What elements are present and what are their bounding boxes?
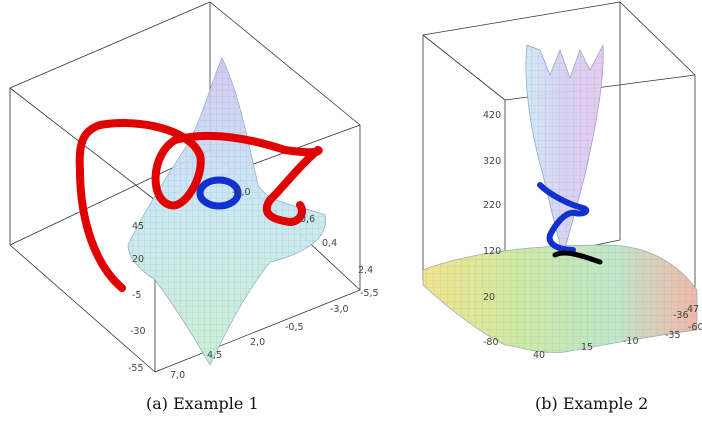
- bounding-box: [9, 1, 361, 373]
- tick-b-z-3: 120: [483, 246, 501, 257]
- axis-ticks-a: 4520-5-30-55-3,00,60,47,04,52,0-0,5-3,0-…: [128, 187, 379, 380]
- tick-b-z-2: 220: [483, 200, 501, 211]
- tick-a-z-3: -30: [130, 326, 146, 337]
- tick-a-y-1: 0,6: [300, 214, 315, 225]
- tick-b-x-3: -35: [665, 330, 681, 341]
- surface-mesh: [127, 57, 326, 366]
- tick-b-z-4: 20: [483, 292, 495, 303]
- blue-spiral-curve: [537, 182, 590, 253]
- tick-a-x-0: 7,0: [170, 370, 185, 380]
- tick-b-r-1: 47: [687, 304, 699, 315]
- tick-a-x-4: -3,0: [330, 304, 349, 315]
- tick-b-x-2: -10: [623, 336, 639, 347]
- panel-a-3d-plot: 45 20 -5 -30 -55 -3,0 0,6 0,4 7,0 4,5 2,0 -0,5 -3,0-…: [0, 0, 380, 380]
- tick-a-r-0: 2,4: [358, 265, 373, 276]
- tick-b-z-0: 420: [483, 110, 501, 121]
- tick-b-z-1: 320: [483, 156, 501, 167]
- tick-b-r-0: -36: [673, 310, 689, 321]
- ground-surface: [422, 244, 698, 353]
- caption-b: (b) Example 2: [535, 394, 649, 413]
- tick-a-x-1: 4,5: [207, 350, 222, 361]
- tick-b-z-5: -80: [483, 337, 499, 348]
- tick-a-z-4: -55: [128, 363, 144, 374]
- tick-a-y-2: 0,4: [322, 238, 337, 249]
- blue-curve: [196, 176, 242, 210]
- vase-surface: [525, 43, 604, 257]
- tick-a-x-2: 2,0: [250, 337, 265, 348]
- caption-a: (a) Example 1: [146, 394, 259, 413]
- tick-a-y-0: -3,0: [232, 187, 251, 198]
- tick-a-x-5: -5,5: [360, 288, 379, 299]
- black-curve: [552, 250, 603, 265]
- tick-b-r-2: -60: [688, 322, 702, 333]
- tick-a-z-0: 45: [132, 221, 144, 232]
- tick-a-z-1: 20: [132, 254, 144, 265]
- plot-a-canvas: 4520-5-30-55-3,00,60,47,04,52,0-0,5-3,0-…: [9, 1, 379, 380]
- panel-b-3d-plot: 420 320 220 120 20 -80 40 15 -10 -35 -36 47 -60: [405, 0, 702, 380]
- tick-a-x-3: -0,5: [285, 322, 304, 333]
- tick-b-x-1: 15: [581, 342, 593, 353]
- tick-a-z-2: -5: [132, 290, 141, 301]
- red-curve: [75, 119, 323, 292]
- tick-b-x-0: 40: [533, 350, 545, 361]
